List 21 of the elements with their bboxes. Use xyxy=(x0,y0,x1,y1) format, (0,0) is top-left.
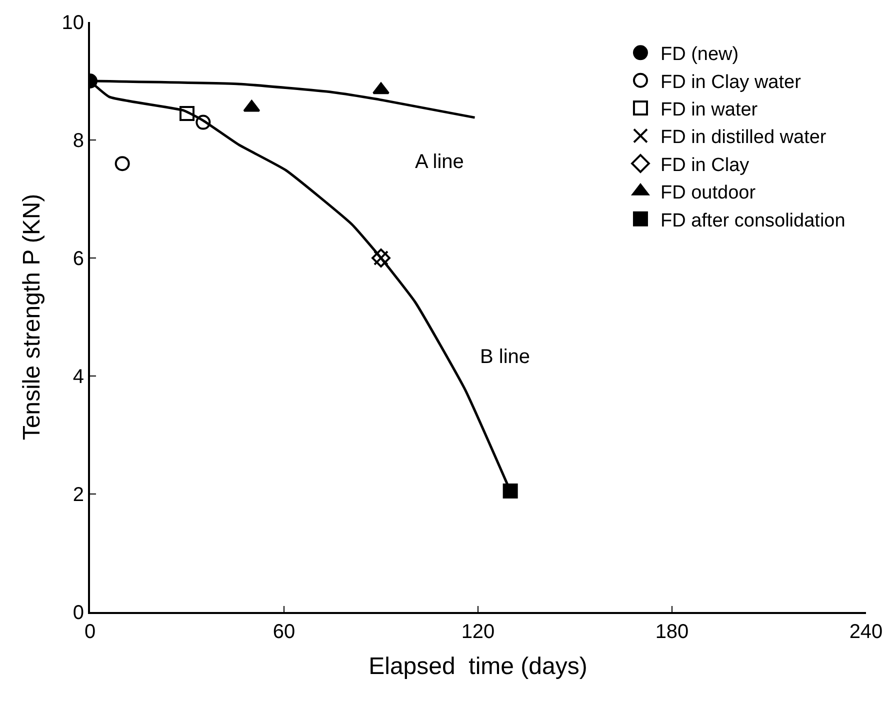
legend-label: FD in Clay water xyxy=(660,72,802,93)
y-tick-label: 8 xyxy=(72,130,84,152)
x-axis-title: Elapsed time (days) xyxy=(368,652,588,680)
annotation: B line xyxy=(480,346,530,368)
y-tick-label: 2 xyxy=(72,484,84,506)
legend-label: FD in distilled water xyxy=(660,127,827,148)
x-tick-label: 60 xyxy=(272,621,296,643)
y-axis-title: Tensile strength P (KN) xyxy=(18,194,46,440)
x-tick-label: 120 xyxy=(461,621,495,643)
annotation: A line xyxy=(415,151,464,173)
y-tick-label: 6 xyxy=(72,248,84,270)
legend-label: FD (new) xyxy=(660,44,739,66)
legend-label: FD in Clay xyxy=(660,154,750,176)
legend-label: FD after consolidation xyxy=(660,210,846,232)
x-tick-label: 180 xyxy=(655,621,689,643)
legend-label: FD outdoor xyxy=(660,182,756,204)
legend-label: FD in water xyxy=(660,99,758,120)
y-tick-label: 10 xyxy=(62,12,84,34)
x-tick-label: 240 xyxy=(849,621,883,643)
y-tick-label: 0 xyxy=(72,602,84,624)
y-tick-label: 4 xyxy=(72,366,84,388)
